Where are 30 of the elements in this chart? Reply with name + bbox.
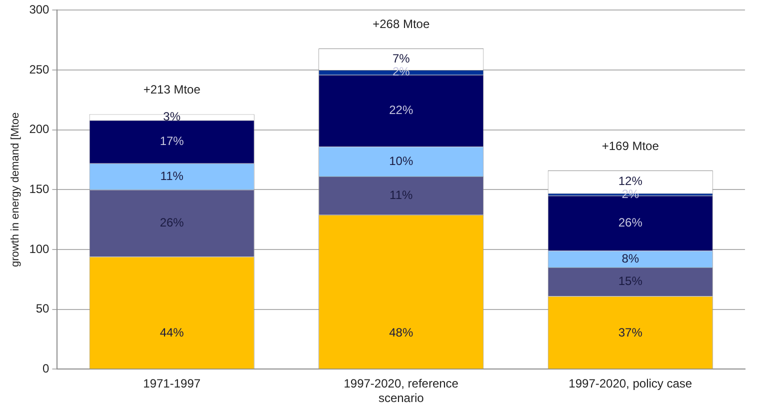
- y-tick-label: 200: [29, 122, 50, 136]
- annotation: 11%: [160, 168, 184, 183]
- x-tick-label: 1997-2020, reference scenario: [344, 376, 459, 406]
- y-tick-label: 0: [42, 362, 50, 376]
- annotation: 7%: [392, 52, 410, 66]
- annotation: +169 Mtoe: [602, 138, 660, 153]
- annotation: 26%: [618, 216, 643, 230]
- y-tick-label: 150: [29, 182, 50, 196]
- y-axis-title: growth in energy demand [Mtoe: [10, 112, 22, 268]
- y-tick-label: 250: [29, 62, 50, 76]
- y-tick-label: 50: [36, 302, 50, 316]
- annotation: 8%: [622, 251, 640, 266]
- annotation: 48%: [389, 326, 414, 340]
- annotation: +213 Mtoe: [143, 82, 201, 97]
- annotation: 12%: [618, 174, 643, 188]
- annotation: +268 Mtoe: [372, 16, 430, 31]
- annotation: 15%: [618, 274, 643, 288]
- annotation: 2%: [622, 186, 640, 201]
- x-tick-label: 1997-2020, policy case: [568, 376, 692, 391]
- annotation: 11%: [390, 188, 413, 202]
- x-tick-label: 1971-1997: [143, 376, 201, 391]
- annotation: 37%: [618, 326, 643, 340]
- annotation: 10%: [389, 154, 414, 168]
- annotation: 3%: [163, 110, 181, 124]
- y-tick-label: 300: [29, 2, 50, 17]
- annotation: 26%: [160, 216, 184, 230]
- y-tick-label: 100: [29, 242, 50, 256]
- annotation: 17%: [160, 134, 184, 148]
- annotation: 44%: [160, 326, 184, 340]
- annotation: 22%: [389, 103, 414, 118]
